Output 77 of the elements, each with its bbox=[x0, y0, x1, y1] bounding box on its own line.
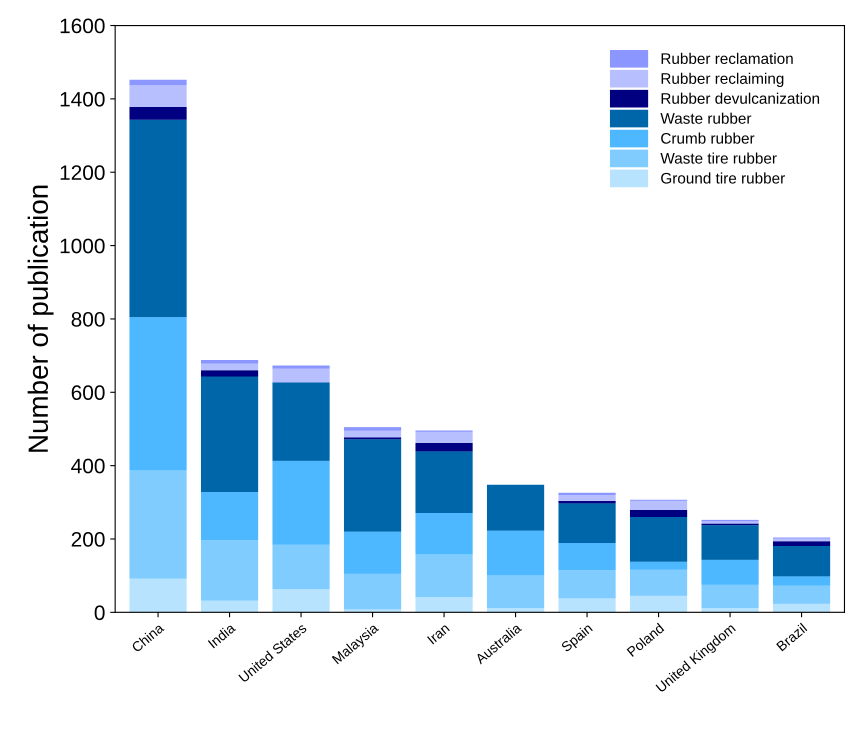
bar bbox=[272, 589, 330, 612]
bar bbox=[200, 360, 258, 364]
bar bbox=[558, 598, 616, 612]
bar bbox=[701, 525, 759, 560]
bar bbox=[272, 382, 330, 461]
bar bbox=[486, 484, 544, 531]
bar bbox=[129, 120, 187, 318]
bar bbox=[701, 521, 759, 524]
bar bbox=[772, 604, 830, 612]
bar bbox=[772, 541, 830, 546]
legend-label: Rubber reclaiming bbox=[662, 72, 784, 87]
bar bbox=[772, 538, 830, 542]
bar bbox=[558, 503, 616, 544]
legend-label: Ground tire rubber bbox=[661, 172, 785, 184]
bar bbox=[129, 85, 187, 107]
legend-label: Crumb rubber bbox=[661, 132, 754, 144]
bar bbox=[415, 554, 473, 597]
bar bbox=[129, 317, 187, 470]
bar bbox=[772, 576, 830, 586]
y-axis-title: Number of publication bbox=[28, 186, 54, 452]
bar bbox=[129, 578, 187, 612]
bar bbox=[701, 560, 759, 585]
bar bbox=[630, 562, 688, 570]
x-tick-label: Iran bbox=[427, 623, 450, 644]
bar bbox=[200, 600, 258, 612]
y-tick-label: 800 bbox=[72, 312, 105, 327]
bar bbox=[415, 442, 473, 452]
bar bbox=[558, 500, 616, 504]
bar bbox=[200, 364, 258, 370]
legend-label: Rubber devulcanization bbox=[662, 92, 820, 104]
bar bbox=[344, 430, 402, 438]
bar bbox=[200, 376, 258, 492]
bar bbox=[415, 596, 473, 612]
bar bbox=[630, 517, 688, 562]
bar bbox=[630, 500, 688, 510]
bar bbox=[200, 492, 258, 540]
y-tick-label: 1000 bbox=[60, 238, 105, 254]
bar bbox=[415, 512, 473, 554]
bar bbox=[558, 543, 616, 570]
bar bbox=[344, 439, 402, 532]
y-tick-label: 1400 bbox=[60, 92, 105, 107]
bar bbox=[486, 530, 544, 576]
bar bbox=[630, 510, 688, 517]
bar bbox=[415, 451, 473, 513]
y-tick-label: 400 bbox=[71, 458, 105, 474]
bar bbox=[558, 570, 616, 598]
bar bbox=[200, 370, 258, 377]
y-tick-label: 200 bbox=[72, 532, 105, 547]
y-tick-label: 0 bbox=[94, 605, 105, 620]
bar bbox=[129, 80, 187, 86]
bar bbox=[272, 366, 330, 368]
bar bbox=[200, 540, 258, 601]
bar bbox=[630, 596, 688, 612]
bar bbox=[129, 470, 187, 579]
bar bbox=[558, 494, 616, 501]
y-tick-label: 600 bbox=[72, 385, 105, 400]
bar bbox=[129, 106, 187, 120]
bar bbox=[701, 584, 759, 608]
bar bbox=[272, 368, 330, 382]
legend-label: Waste tire rubber bbox=[660, 152, 777, 164]
legend-label: Rubber reclamation bbox=[662, 52, 793, 64]
bar bbox=[344, 574, 402, 610]
x-tick-label: India bbox=[207, 622, 236, 648]
bar bbox=[272, 544, 330, 590]
bar bbox=[272, 460, 330, 545]
bar bbox=[772, 586, 830, 604]
bar bbox=[486, 608, 544, 612]
bar bbox=[344, 532, 402, 574]
legend-label: Waste rubber bbox=[660, 112, 752, 124]
bar bbox=[344, 427, 402, 431]
bar bbox=[415, 432, 473, 443]
bar bbox=[630, 569, 688, 596]
bar bbox=[486, 575, 544, 608]
bar bbox=[701, 608, 759, 612]
y-tick-label: 1600 bbox=[60, 18, 105, 34]
bar bbox=[772, 546, 830, 576]
y-tick-label: 1200 bbox=[60, 165, 105, 180]
